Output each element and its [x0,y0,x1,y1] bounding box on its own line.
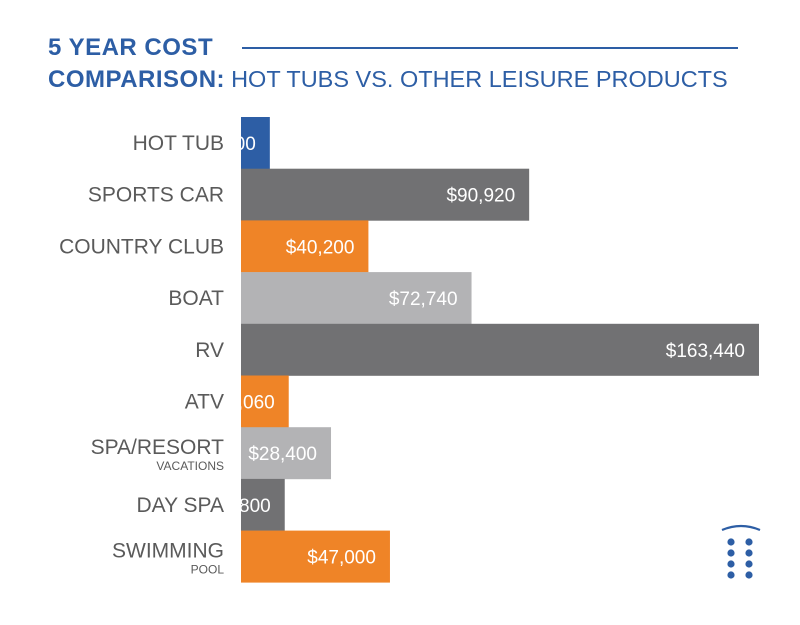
category-label: SPORTS CAR [88,184,224,207]
bar-value-label: $47,000 [307,548,376,569]
bar-5 [241,375,289,428]
category-sublabel: POOL [191,563,225,577]
chart-subtitle: HOT TUBS VS. OTHER LEISURE PRODUCTS [231,66,728,92]
bar-1 [241,168,530,221]
bar-4 [241,323,759,376]
bar-8 [241,530,390,583]
bar-value-label: $15,060 [206,393,275,414]
bar-value-label: $163,440 [666,341,745,362]
category-label: SPA/RESORT [91,436,225,459]
spa-jets-logo-icon [721,524,761,579]
title-rule [242,47,738,49]
bar-2 [241,220,369,273]
category-label: RV [195,339,224,362]
bar-0 [241,117,270,169]
bar-value-label: $90,920 [446,186,515,207]
category-label: BOAT [168,287,224,310]
chart-title-bold: COMPARISON: [48,66,226,93]
category-sublabel: VACATIONS [156,459,224,473]
category-label: HOT TUB [133,132,224,155]
bar-value-label: $40,200 [286,237,355,258]
chart-title-line2: COMPARISON: HOT TUBS VS. OTHER LEISURE PR… [48,66,728,94]
bar-value-label: $28,400 [248,444,317,465]
category-label: ATV [185,391,224,414]
bar-value-label: $72,740 [389,289,458,310]
bar-value-label: $13,800 [202,496,271,517]
category-label: SWIMMING [112,540,224,563]
bar-7 [241,478,285,531]
chart-title-line1: 5 YEAR COST [48,34,214,61]
category-label: DAY SPA [136,494,224,517]
bar-3 [241,272,472,325]
category-label: COUNTRY CLUB [59,235,224,258]
bar-6 [241,427,332,480]
bar-value-label: $9,100 [198,134,256,155]
